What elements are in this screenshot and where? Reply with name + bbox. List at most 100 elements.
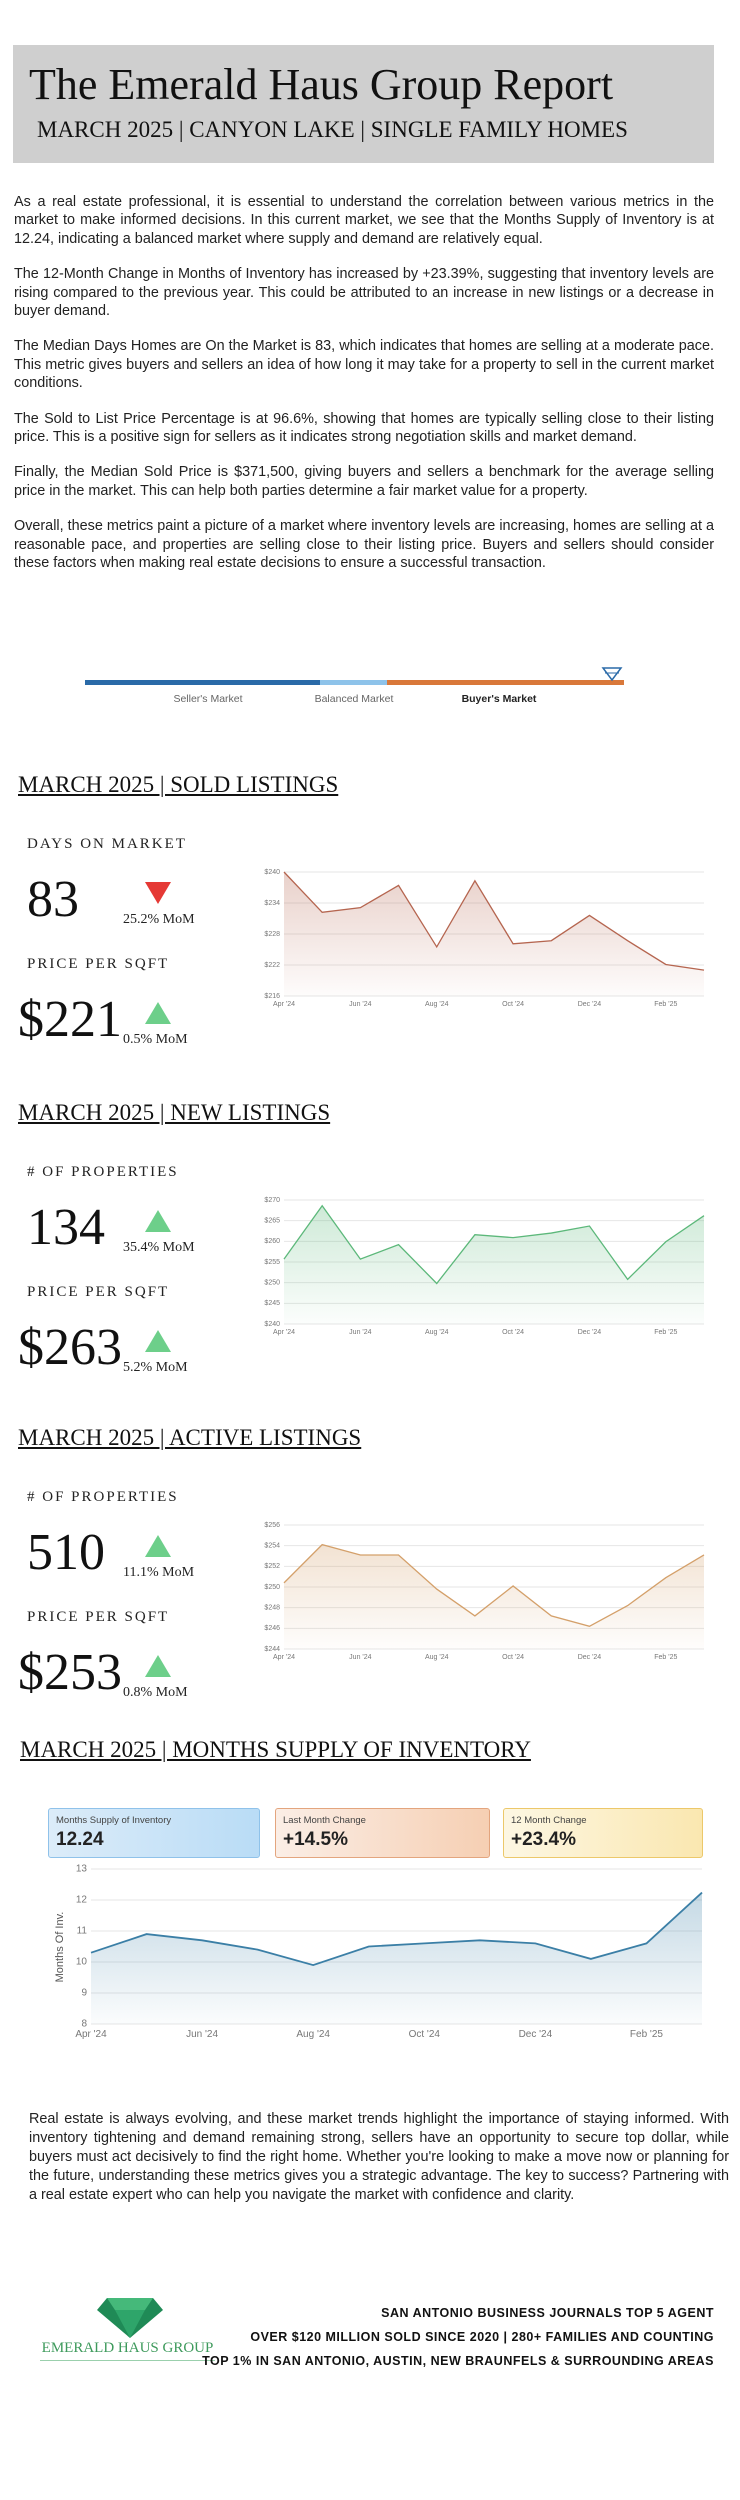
y-tick-label: $270: [264, 1197, 280, 1204]
metric-change: 11.1% MoM: [123, 1565, 195, 1580]
y-tick-label: $260: [264, 1238, 280, 1245]
x-tick-label: Jun '24: [186, 2029, 218, 2040]
x-tick-label: Oct '24: [502, 1654, 524, 1661]
y-tick-label: $240: [264, 1321, 280, 1328]
y-tick-label: $245: [264, 1300, 280, 1307]
area: [91, 1892, 702, 2024]
change-arrow: [145, 1330, 171, 1352]
y-tick-label: $250: [264, 1280, 280, 1287]
header: The Emerald Haus Group Report MARCH 2025…: [13, 45, 714, 163]
arrow-down: [145, 882, 171, 904]
y-tick-label: 10: [76, 1957, 88, 1968]
gauge-label: Balanced Market: [314, 693, 394, 705]
x-tick-label: Apr '24: [273, 1329, 295, 1336]
y-tick-label: $250: [264, 1584, 280, 1591]
market-gauge: [85, 667, 624, 685]
gauge-label: Buyer's Market: [461, 693, 537, 705]
footer-line: OVER $120 MILLION SOLD SINCE 2020 | 280+…: [250, 2330, 714, 2344]
y-tick-label: $216: [264, 993, 280, 1000]
gauge-balanced: [320, 680, 387, 685]
x-tick-label: Jun '24: [349, 1654, 371, 1661]
paragraph: Finally, the Median Sold Price is $371,5…: [14, 464, 714, 499]
metric-label: PRICE PER SQFT: [27, 956, 170, 972]
x-tick-label: Dec '24: [578, 1654, 602, 1661]
report-subtitle: MARCH 2025 | CANYON LAKE | SINGLE FAMILY…: [37, 117, 628, 142]
x-tick-label: Feb '25: [654, 1001, 677, 1008]
paragraph: Overall, these metrics paint a picture o…: [14, 518, 714, 572]
paragraph: The Sold to List Price Percentage is at …: [14, 410, 714, 446]
y-tick-label: $248: [264, 1605, 280, 1612]
y-tick-label: $246: [264, 1625, 280, 1632]
metric-label: PRICE PER SQFT: [27, 1609, 170, 1625]
y-tick-label: $228: [264, 931, 280, 938]
gauge-seller: [85, 680, 320, 685]
y-tick-label: $252: [264, 1563, 280, 1570]
paragraph: The 12-Month Change in Months of Invento…: [14, 266, 714, 320]
report-title: The Emerald Haus Group Report: [29, 60, 614, 109]
gauge-marker: [601, 667, 623, 682]
x-tick-label: Jun '24: [349, 1001, 371, 1008]
line: [283, 871, 705, 971]
area: [284, 1544, 704, 1649]
x-tick-label: Dec '24: [578, 1329, 602, 1336]
logo-gem: [97, 2298, 163, 2338]
metric-change: 0.8% MoM: [123, 1685, 188, 1700]
y-tick-label: $255: [264, 1259, 280, 1266]
y-tick-label: 8: [81, 2019, 87, 2030]
line-chart: $240 $245 $250 $255 $260 $265 $270 Apr '24 Jun '…: [264, 1197, 705, 1336]
metric-change: 25.2% MoM: [123, 912, 195, 927]
x-tick-label: Oct '24: [502, 1001, 524, 1008]
x-tick-label: Apr '24: [75, 2029, 107, 2040]
y-tick-label: 9: [81, 1988, 87, 1999]
x-tick-label: Aug '24: [425, 1001, 449, 1008]
x-tick-label: Aug '24: [425, 1329, 449, 1336]
metric-value: 134: [27, 1199, 105, 1256]
paragraph: The Median Days Homes are On the Market …: [14, 338, 714, 392]
metric-label: # OF PROPERTIES: [27, 1489, 179, 1505]
y-tick-label: $254: [264, 1543, 280, 1550]
metric-value: $263: [18, 1319, 122, 1376]
metric-label: PRICE PER SQFT: [27, 1284, 170, 1300]
x-tick-label: Aug '24: [296, 2029, 330, 2040]
stat-card: Last Month Change +14.5%: [275, 1808, 490, 1858]
closing-paragraph: Real estate is always evolving, and thes…: [29, 2111, 729, 2203]
metric-value: $221: [18, 991, 122, 1048]
line-chart: $216 $222 $228 $234 $240 Apr '24 Jun '24 Aug '2…: [264, 869, 705, 1008]
logo-rule: [40, 2360, 215, 2361]
stat-card: 12 Month Change +23.4%: [503, 1808, 703, 1858]
gem-top: [107, 2298, 153, 2310]
x-tick-label: Feb '25: [654, 1329, 677, 1336]
arrow-up: [145, 1002, 171, 1024]
card-label: Last Month Change: [283, 1815, 366, 1826]
change-arrow: [145, 1002, 171, 1024]
gauge-label: Seller's Market: [173, 693, 243, 705]
metric-label: # OF PROPERTIES: [27, 1164, 179, 1180]
card-label: 12 Month Change: [511, 1815, 587, 1826]
y-tick-label: 12: [76, 1895, 88, 1906]
metric-value: 83: [27, 871, 79, 928]
line: [90, 1891, 703, 1967]
y-tick-label: 13: [76, 1864, 88, 1875]
y-tick-label: $244: [264, 1646, 280, 1653]
intro: As a real estate professional, it is ess…: [14, 193, 714, 590]
section-title: MARCH 2025 | SOLD LISTINGS: [18, 772, 339, 797]
area: [284, 1205, 704, 1324]
metric-value: 510: [27, 1524, 105, 1581]
arrow-up: [145, 1535, 171, 1557]
gem-facet: [115, 2310, 145, 2338]
x-tick-label: Dec '24: [519, 2029, 553, 2040]
arrow-up: [145, 1210, 171, 1232]
card-value: +14.5%: [283, 1829, 348, 1850]
x-tick-label: Feb '25: [654, 1654, 677, 1661]
logo-text: EMERALD HAUS GROUP: [41, 2340, 214, 2356]
x-tick-label: Jun '24: [349, 1329, 371, 1336]
area: [284, 872, 704, 996]
arrow-up: [145, 1330, 171, 1352]
y-axis-label: Months Of Inv.: [54, 1912, 66, 1983]
x-tick-label: Apr '24: [273, 1001, 295, 1008]
x-tick-label: Aug '24: [425, 1654, 449, 1661]
y-tick-label: 11: [77, 1926, 88, 1937]
stat-card: Months Supply of Inventory 12.24: [48, 1808, 260, 1858]
footer-line: TOP 1% IN SAN ANTONIO, AUSTIN, NEW BRAUN…: [202, 2354, 714, 2368]
